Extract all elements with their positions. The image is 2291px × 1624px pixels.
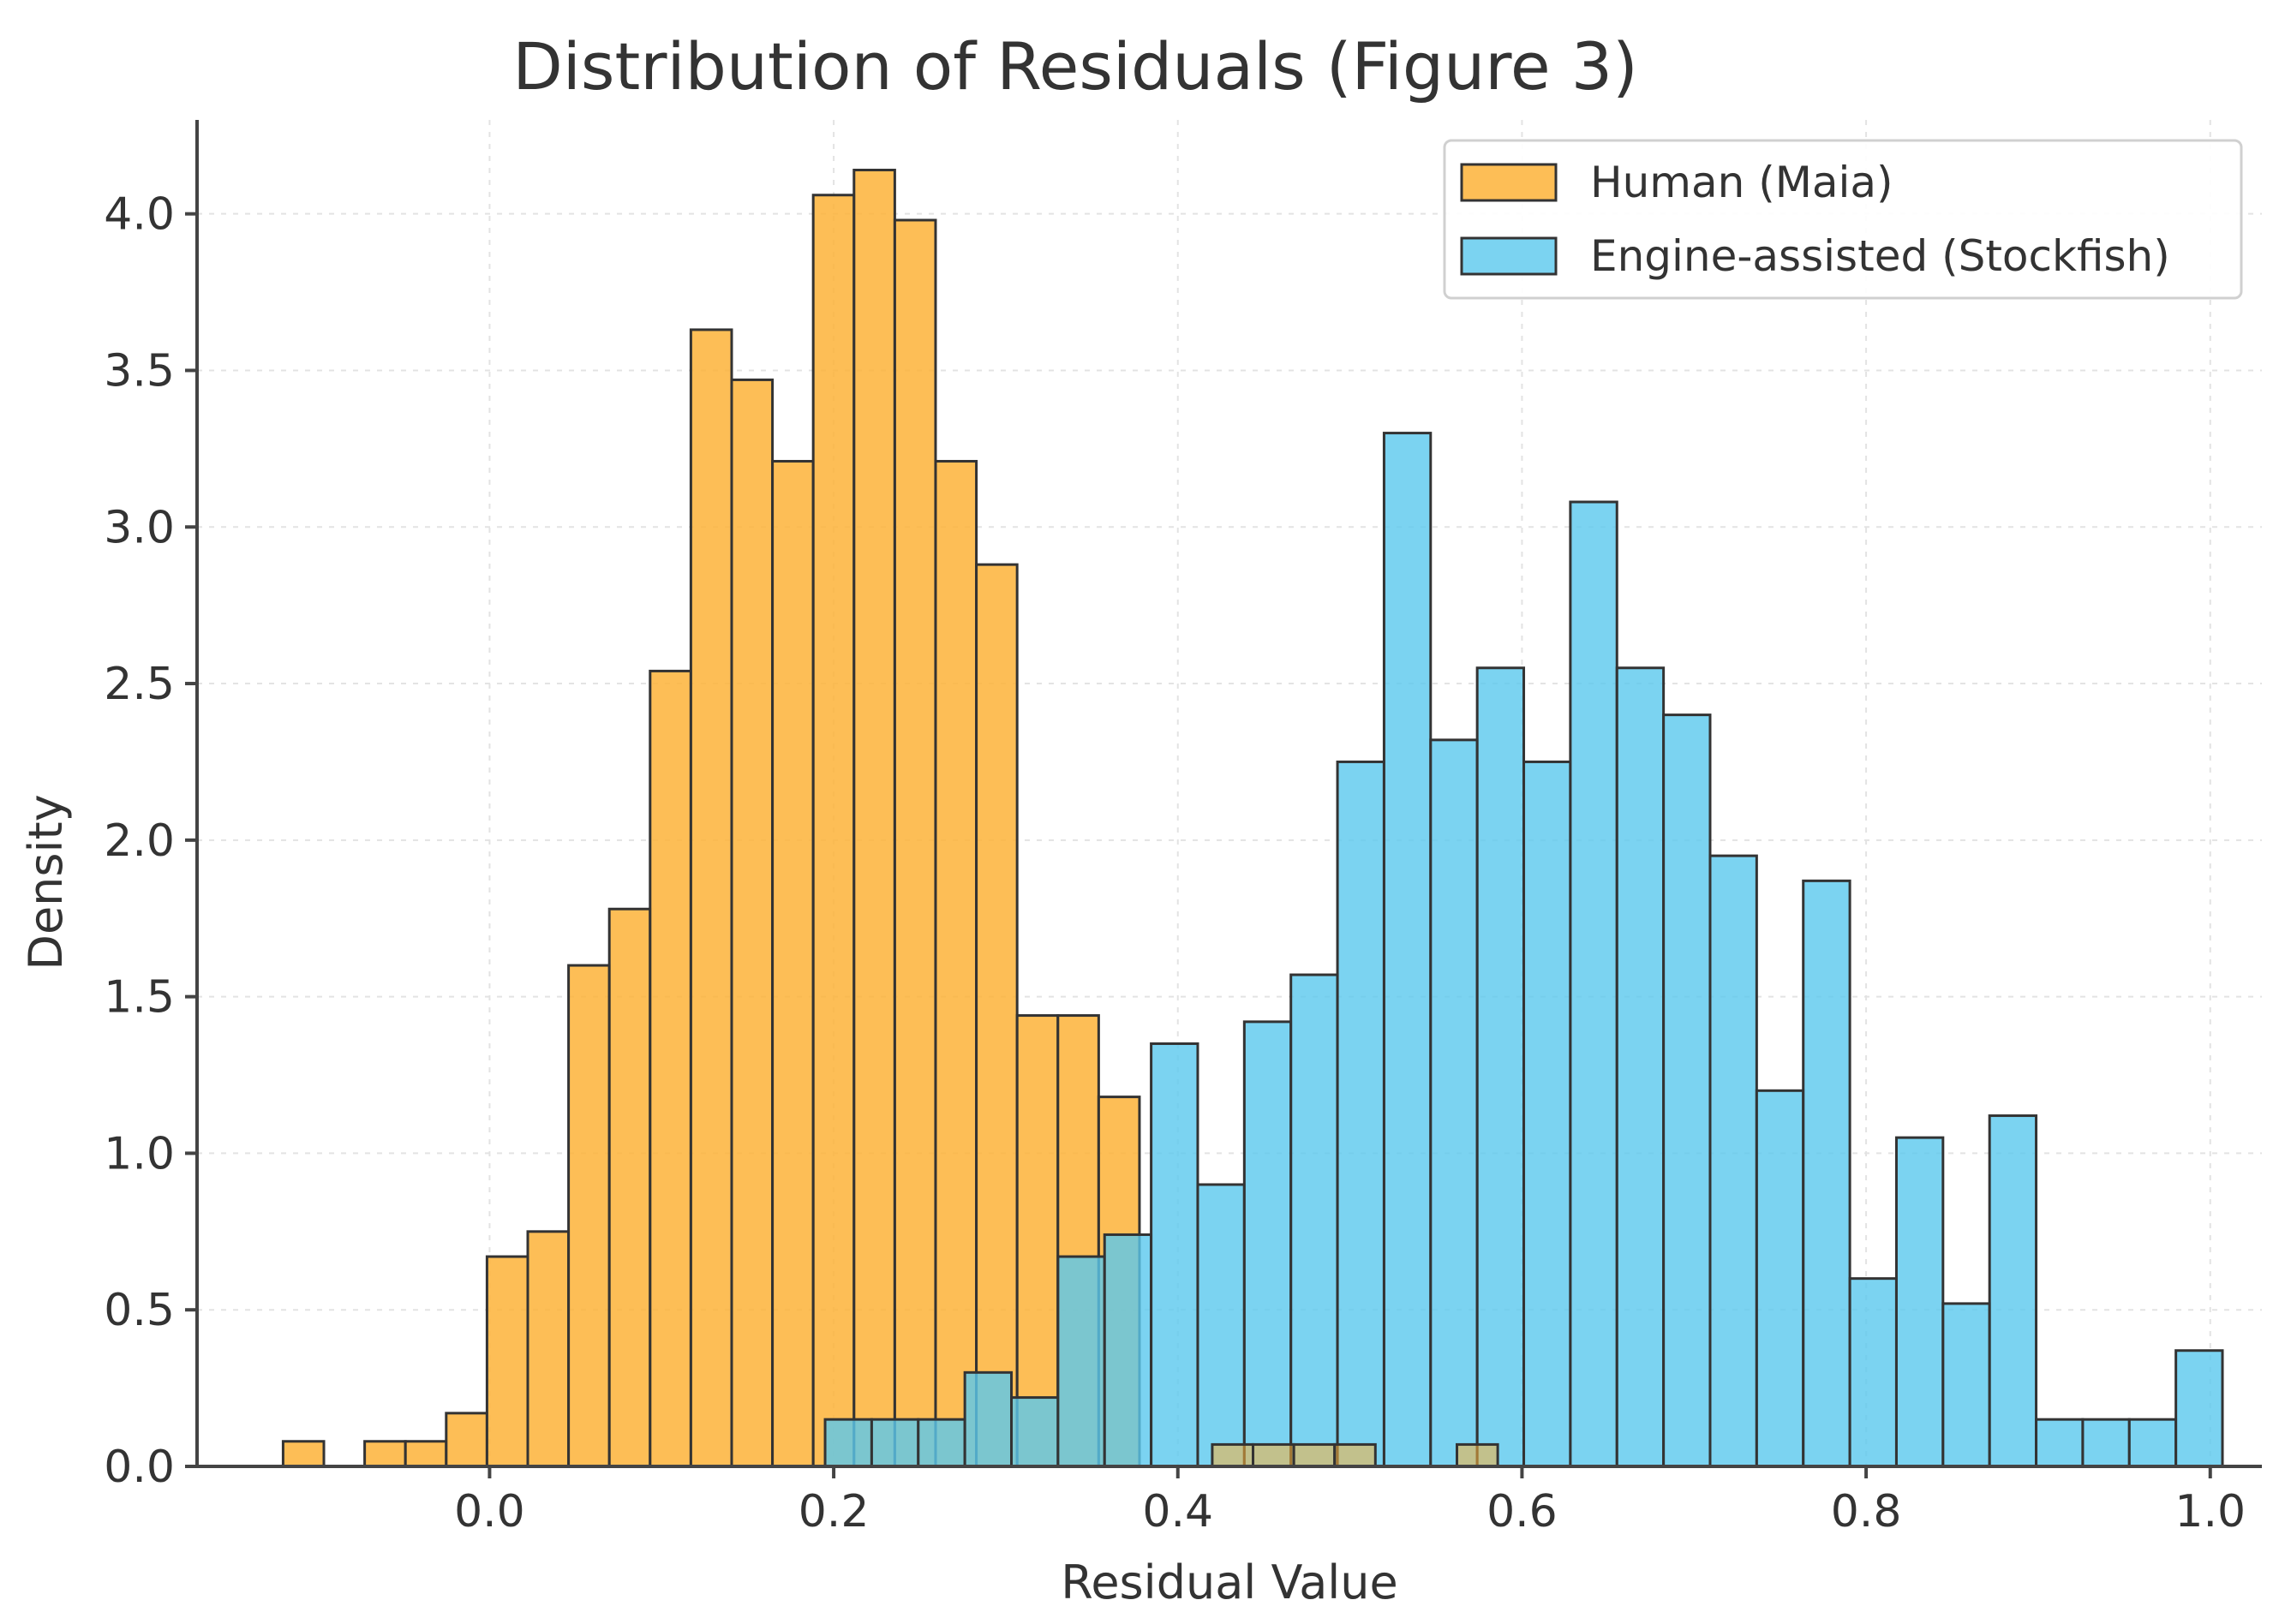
legend-swatch-0 (1460, 163, 1558, 202)
series-1-bar-18 (1662, 713, 1712, 1468)
series-1-bar-8 (1196, 1183, 1246, 1468)
series-1-bar-23 (1894, 1136, 1945, 1468)
series-1-bar-3 (963, 1370, 1014, 1468)
y-axis-ticks: 0.0 0.5 1.0 1.5 2.0 2.5 3.0 3.5 4.0 (104, 189, 197, 1493)
series-1-bar-24 (1941, 1302, 1991, 1468)
chart-axes (195, 120, 2262, 1468)
series-1-bar-26 (2035, 1418, 2085, 1468)
series-1-bar-17 (1615, 666, 1666, 1468)
y-tick-label-7: 3.5 (104, 345, 175, 397)
x-tick-label-5: 1.0 (2174, 1486, 2246, 1537)
series-2-bar-3 (1333, 1442, 1377, 1468)
legend-frame (1443, 139, 2243, 300)
series-0-bar-16 (934, 459, 978, 1468)
series-0-bar-9 (649, 669, 692, 1468)
x-tick-label-2: 0.4 (1142, 1486, 1213, 1537)
y-tick-label-0: 0.0 (104, 1442, 175, 1493)
series-2-bar-0 (1211, 1442, 1255, 1468)
series-2-bars (1211, 1442, 1499, 1468)
x-tick-label-3: 0.6 (1486, 1486, 1558, 1537)
histogram-bars (281, 168, 2224, 1468)
y-tick-label-3: 1.5 (104, 972, 175, 1024)
series-0-bar-15 (893, 218, 937, 1468)
legend-swatch-1 (1460, 236, 1558, 276)
x-axis-label: Residual Value (1061, 1555, 1398, 1609)
chart-title: Distribution of Residuals (Figure 3) (512, 28, 1638, 104)
series-0-bar-3 (404, 1440, 448, 1468)
y-tick-label-2: 1.0 (104, 1128, 175, 1179)
series-1-bar-14 (1475, 666, 1526, 1468)
x-tick-label-4: 0.8 (1831, 1486, 1902, 1537)
series-1-bar-1 (870, 1418, 920, 1468)
series-1-bar-15 (1522, 760, 1572, 1468)
series-2-bar-1 (1252, 1442, 1295, 1468)
series-1-bar-13 (1429, 738, 1479, 1468)
legend-label-1: Engine-assisted (Stockfish) (1590, 231, 2170, 281)
series-2-bar-2 (1292, 1442, 1337, 1468)
x-tick-label-1: 0.2 (799, 1486, 870, 1537)
series-0-bar-7 (567, 964, 611, 1468)
series-2-bar-6 (1456, 1442, 1499, 1468)
series-0-bar-14 (852, 168, 896, 1468)
series-1-bar-10 (1289, 973, 1339, 1468)
series-1-bar-0 (823, 1418, 873, 1468)
series-0-bar-0 (281, 1440, 326, 1468)
series-0-bar-6 (526, 1230, 571, 1468)
legend-label-0: Human (Maia) (1590, 158, 1893, 207)
series-1-bar-16 (1569, 500, 1618, 1468)
series-1-bar-4 (1010, 1396, 1060, 1468)
series-0-bars (281, 168, 1141, 1468)
series-1-bar-2 (917, 1418, 966, 1468)
x-tick-label-0: 0.0 (454, 1486, 525, 1537)
y-tick-label-6: 3.0 (104, 502, 175, 553)
series-0-bar-2 (363, 1440, 407, 1468)
series-1-bar-28 (2127, 1418, 2178, 1468)
series-1-bar-21 (1802, 879, 1851, 1468)
series-1-bar-27 (2081, 1418, 2131, 1468)
series-0-bar-4 (445, 1412, 488, 1468)
series-1-bar-29 (2174, 1349, 2224, 1468)
series-1-bar-25 (1988, 1114, 2038, 1468)
series-0-bar-10 (689, 328, 733, 1468)
series-0-bar-17 (975, 563, 1019, 1468)
series-1-bar-22 (1848, 1277, 1898, 1468)
series-1-bar-19 (1708, 854, 1758, 1468)
series-1-bar-6 (1103, 1233, 1153, 1468)
series-1-bars (823, 432, 2224, 1468)
series-1-bar-9 (1242, 1020, 1293, 1468)
y-tick-label-4: 2.0 (104, 815, 175, 867)
series-1-bar-11 (1336, 760, 1385, 1468)
series-0-bar-5 (485, 1255, 529, 1468)
series-0-bar-12 (771, 459, 815, 1468)
series-1-bar-20 (1755, 1089, 1805, 1468)
series-0-bar-13 (811, 194, 856, 1468)
chart-legend: Human (Maia) Engine-assisted (Stockfish) (1443, 139, 2243, 300)
x-axis-ticks: 0.0 0.2 0.4 0.6 0.8 1.0 (454, 1466, 2246, 1537)
y-tick-label-1: 0.5 (104, 1285, 175, 1336)
series-0-bar-11 (730, 378, 775, 1468)
y-axis-label: Density (19, 794, 73, 970)
series-1-bar-7 (1150, 1042, 1199, 1468)
y-tick-label-8: 4.0 (104, 189, 175, 241)
series-0-bar-8 (607, 907, 652, 1468)
series-1-bar-12 (1382, 432, 1433, 1468)
y-tick-label-5: 2.5 (104, 659, 175, 710)
series-1-bar-5 (1056, 1255, 1106, 1468)
